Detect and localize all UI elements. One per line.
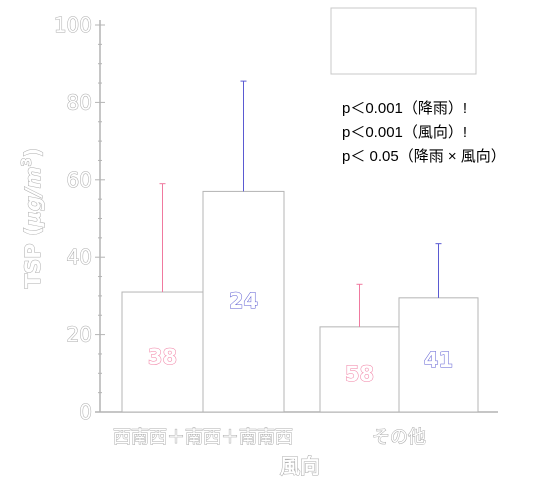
bar xyxy=(319,326,400,413)
y-axis-label: TSP (µg/m3) xyxy=(20,148,45,288)
sample-count-label: 24 xyxy=(229,289,258,313)
y-axis-label-main: TSP ( xyxy=(21,226,45,288)
stat-line-interaction: p＜ 0.05（降雨 × 風向） xyxy=(342,148,506,165)
legend-box xyxy=(330,7,477,75)
stat-line-rain: p＜0.001（降雨）! xyxy=(342,100,467,117)
bar xyxy=(398,297,479,413)
y-axis-label-close: ) xyxy=(21,148,45,158)
y-axis-label-unit: µg/m xyxy=(21,166,45,227)
y-tick-label: 80 xyxy=(67,90,92,114)
x-tick-label: 西南西＋南西＋南南西 xyxy=(113,427,293,448)
y-tick-label: 20 xyxy=(67,323,92,347)
y-tick-label: 0 xyxy=(79,400,92,424)
sample-count-label: 58 xyxy=(345,362,374,386)
sample-count-label: 38 xyxy=(148,345,177,369)
x-tick-label: その他 xyxy=(372,427,426,448)
bar xyxy=(202,190,285,413)
stat-line-wind: p＜0.001（風向）! xyxy=(342,124,467,141)
bar xyxy=(121,291,204,413)
y-axis-label-exponent: 3 xyxy=(20,157,35,166)
stats-annotation: p＜0.001（降雨）! p＜0.001（風向）! p＜ 0.05（降雨 × 風… xyxy=(342,100,506,165)
axes: 0 20 40 60 80 100 西南西＋南西＋南南西 その他 xyxy=(53,13,498,449)
bars: 38 24 58 41 xyxy=(121,80,479,413)
y-tick-label: 40 xyxy=(67,245,92,269)
x-axis-label: 風向 xyxy=(280,454,320,478)
y-tick-label: 100 xyxy=(54,13,92,37)
sample-count-label: 41 xyxy=(424,348,453,372)
y-tick-label: 60 xyxy=(67,168,92,192)
